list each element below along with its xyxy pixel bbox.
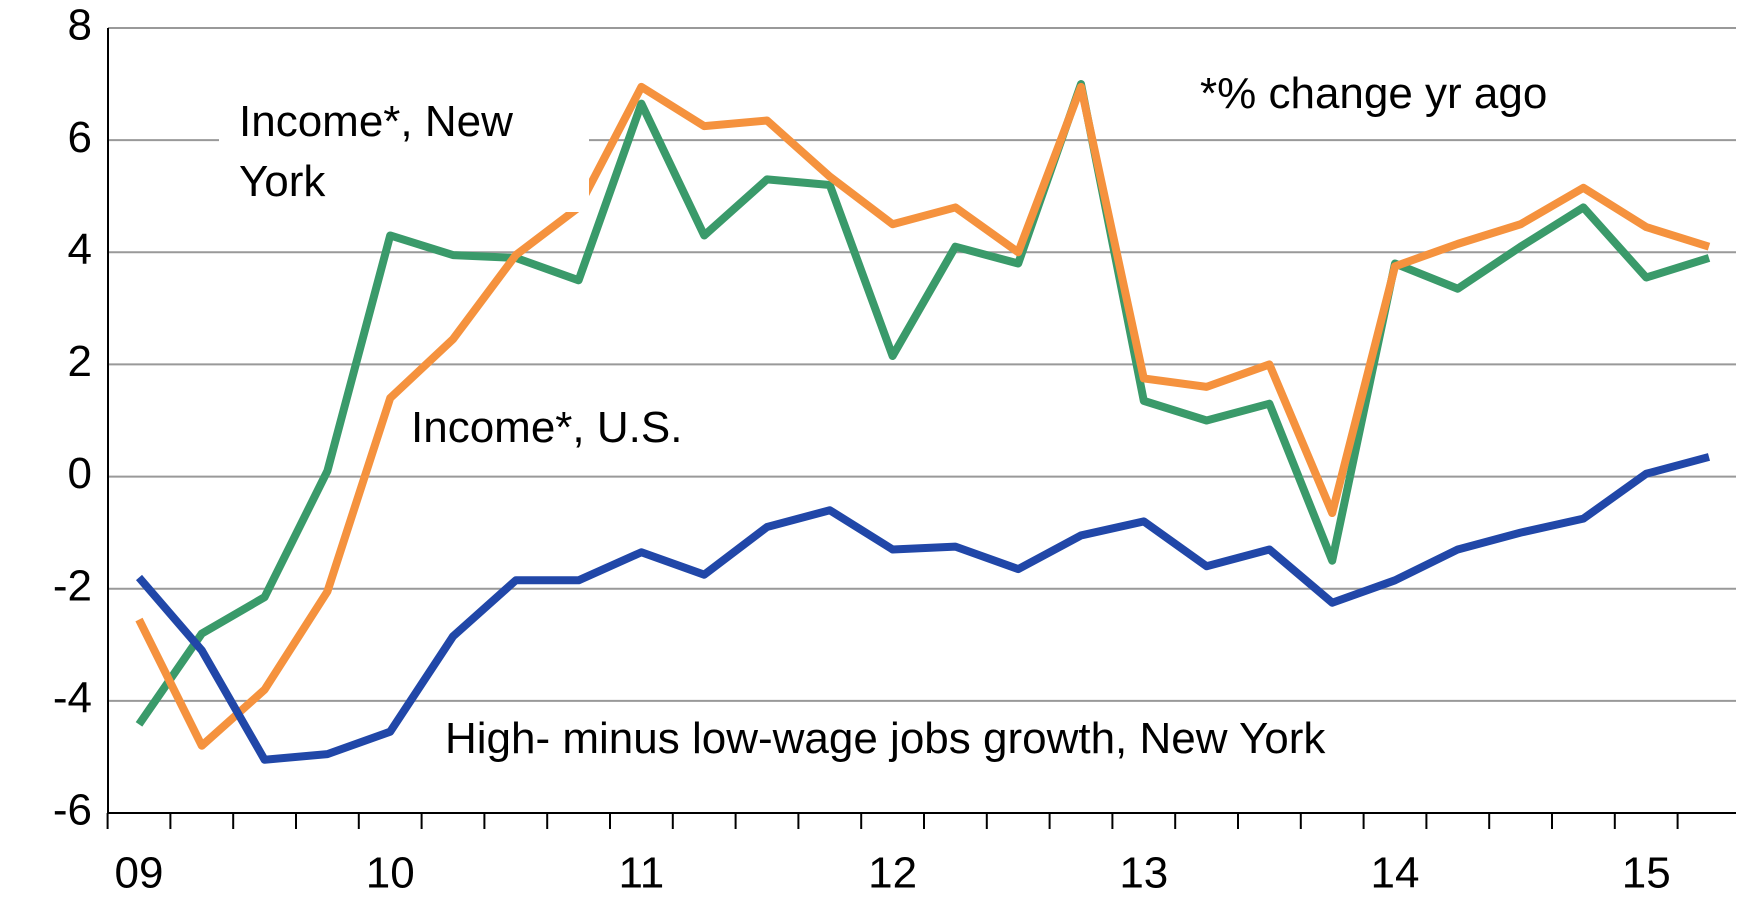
y-tick-label: 2 xyxy=(68,337,92,386)
y-tick-label: 0 xyxy=(68,449,92,498)
x-tick-label: 11 xyxy=(619,849,665,898)
x-tick-label: 09 xyxy=(115,849,164,898)
y-tick-label: -2 xyxy=(53,561,92,610)
x-tick-label: 14 xyxy=(1371,849,1420,898)
y-tick-label: 4 xyxy=(68,225,92,274)
series-label: Income*, New York xyxy=(219,92,589,212)
x-tick-label: 10 xyxy=(366,849,415,898)
series-line xyxy=(135,82,1711,750)
series-label: High- minus low-wage jobs growth, New Yo… xyxy=(445,714,1326,763)
y-tick-label: -4 xyxy=(53,673,92,722)
x-tick-label: 13 xyxy=(1119,849,1168,898)
y-tick-label: 8 xyxy=(68,1,92,50)
annotation: *% change yr ago xyxy=(1200,69,1548,118)
x-tick-label: 12 xyxy=(868,849,917,898)
x-tick-label: 15 xyxy=(1622,849,1671,898)
y-tick-label: 6 xyxy=(68,113,92,162)
series-label: Income*, U.S. xyxy=(411,403,683,452)
y-tick-label: -6 xyxy=(53,786,92,835)
series-line xyxy=(135,80,1711,727)
series-line xyxy=(135,453,1711,764)
